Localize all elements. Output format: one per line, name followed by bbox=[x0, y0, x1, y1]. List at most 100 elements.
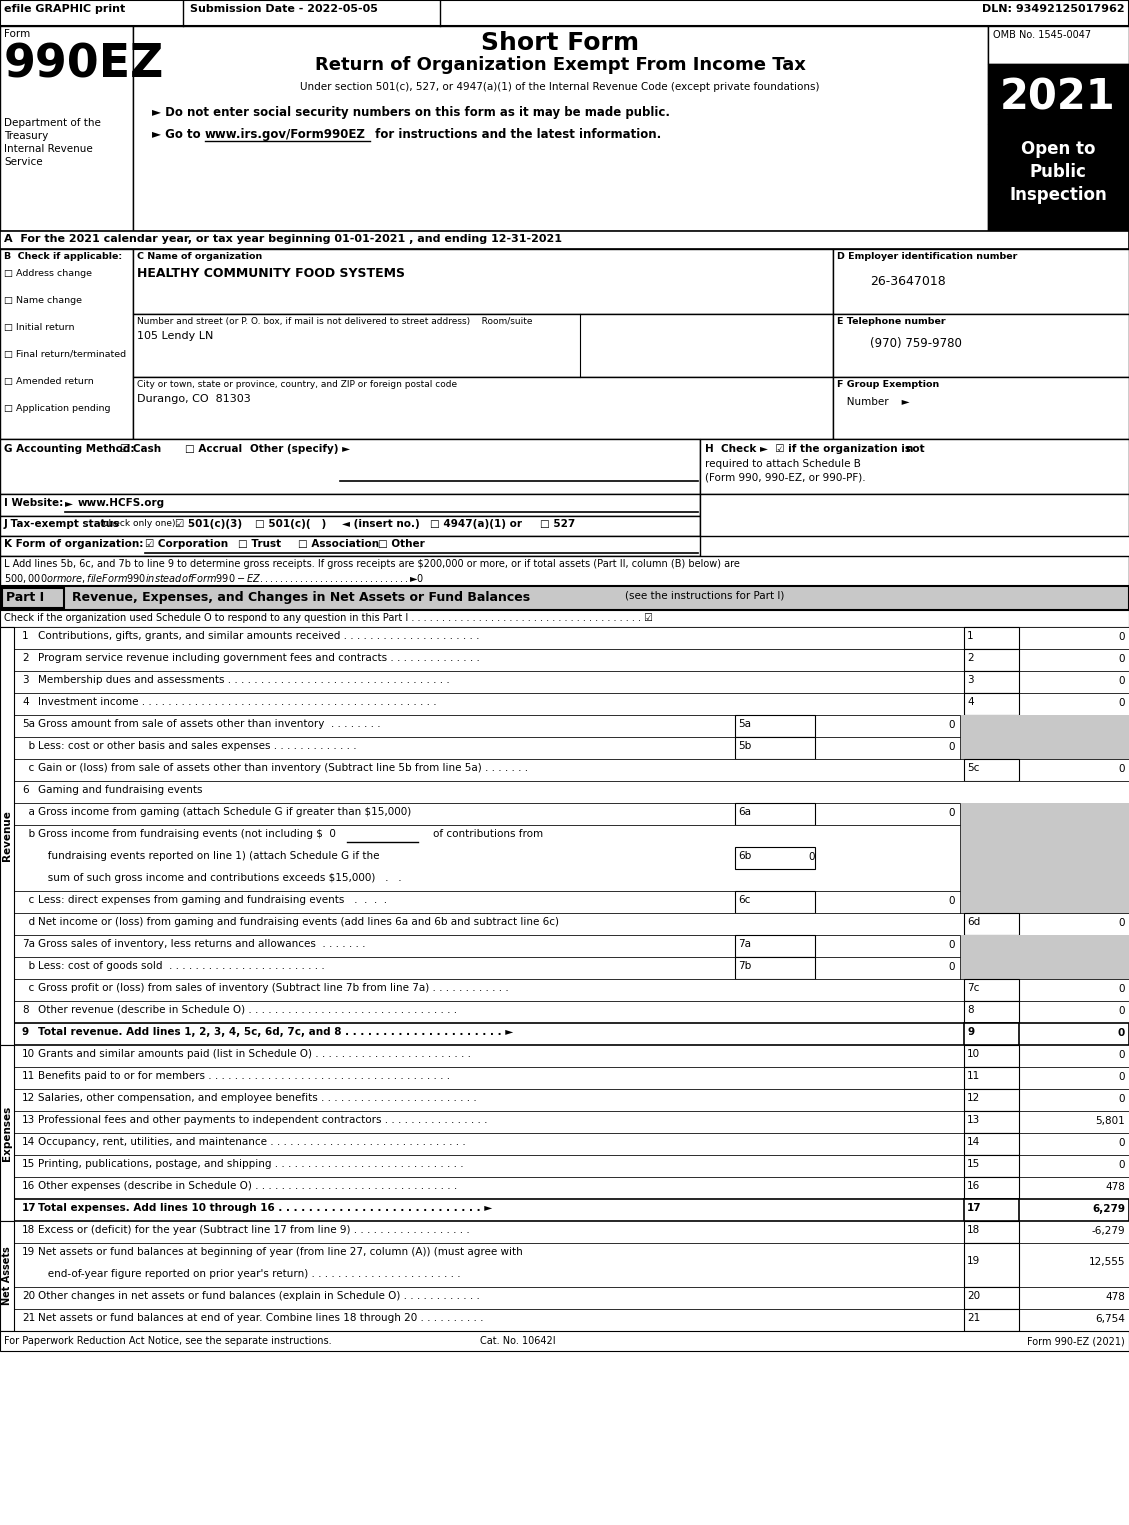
Bar bbox=[0, 586, 1129, 610]
Bar bbox=[0, 26, 133, 230]
Text: Other revenue (describe in Schedule O) . . . . . . . . . . . . . . . . . . . . .: Other revenue (describe in Schedule O) .… bbox=[38, 1005, 457, 1016]
Text: Number    ►: Number ► bbox=[837, 396, 910, 407]
Text: 26-3647018: 26-3647018 bbox=[870, 274, 946, 288]
Bar bbox=[0, 935, 1129, 958]
Bar bbox=[833, 249, 1129, 314]
Bar bbox=[964, 1154, 1019, 1177]
Text: 12: 12 bbox=[968, 1093, 980, 1103]
Text: c: c bbox=[21, 895, 34, 904]
Text: Under section 501(c), 527, or 4947(a)(1) of the Internal Revenue Code (except pr: Under section 501(c), 527, or 4947(a)(1)… bbox=[300, 82, 820, 91]
Text: 0: 0 bbox=[948, 720, 955, 730]
Text: 7a: 7a bbox=[21, 939, 35, 949]
Bar bbox=[964, 1308, 1019, 1331]
Bar bbox=[964, 692, 1019, 715]
Text: 0: 0 bbox=[1119, 698, 1124, 708]
Text: required to attach Schedule B: required to attach Schedule B bbox=[704, 459, 861, 470]
Text: 0: 0 bbox=[948, 962, 955, 971]
Text: Form: Form bbox=[5, 29, 30, 40]
Bar bbox=[133, 314, 833, 377]
Text: Occupancy, rent, utilities, and maintenance . . . . . . . . . . . . . . . . . . : Occupancy, rent, utilities, and maintena… bbox=[38, 1138, 466, 1147]
Text: 11: 11 bbox=[968, 1071, 980, 1081]
Bar bbox=[964, 1287, 1019, 1308]
Text: 19: 19 bbox=[21, 1247, 35, 1257]
Bar bbox=[964, 1222, 1019, 1243]
Text: 21: 21 bbox=[968, 1313, 980, 1324]
Text: 9: 9 bbox=[21, 1026, 29, 1037]
Bar bbox=[0, 1331, 1129, 1351]
Bar bbox=[0, 1222, 14, 1331]
Text: 478: 478 bbox=[1105, 1182, 1124, 1193]
Text: 0: 0 bbox=[1119, 654, 1124, 663]
Text: 7c: 7c bbox=[968, 984, 979, 993]
Text: Internal Revenue: Internal Revenue bbox=[5, 143, 93, 154]
Text: A  For the 2021 calendar year, or tax year beginning 01-01-2021 , and ending 12-: A For the 2021 calendar year, or tax yea… bbox=[5, 233, 562, 244]
Text: Revenue, Expenses, and Changes in Net Assets or Fund Balances: Revenue, Expenses, and Changes in Net As… bbox=[72, 592, 531, 604]
Text: Excess or (deficit) for the year (Subtract line 17 from line 9) . . . . . . . . : Excess or (deficit) for the year (Subtra… bbox=[38, 1225, 470, 1235]
Text: Public: Public bbox=[1030, 163, 1086, 181]
Text: Cat. No. 10642I: Cat. No. 10642I bbox=[480, 1336, 555, 1347]
Bar bbox=[0, 715, 1129, 737]
Bar bbox=[0, 671, 1129, 692]
Text: 13: 13 bbox=[968, 1115, 980, 1125]
Bar bbox=[960, 804, 1129, 825]
Text: 6b: 6b bbox=[738, 851, 751, 862]
Text: OMB No. 1545-0047: OMB No. 1545-0047 bbox=[994, 30, 1091, 40]
Text: Service: Service bbox=[5, 157, 43, 168]
Bar bbox=[700, 439, 1129, 494]
Bar bbox=[0, 249, 133, 439]
Text: 1: 1 bbox=[968, 631, 973, 640]
Bar bbox=[0, 1287, 1129, 1308]
Text: Short Form: Short Form bbox=[481, 30, 639, 55]
Text: □ Application pending: □ Application pending bbox=[5, 404, 111, 413]
Text: □ Amended return: □ Amended return bbox=[5, 377, 94, 386]
Text: 0: 0 bbox=[1119, 1006, 1124, 1016]
Text: ► Go to: ► Go to bbox=[152, 128, 204, 140]
Text: □ Address change: □ Address change bbox=[5, 268, 91, 278]
Text: □ Accrual: □ Accrual bbox=[185, 444, 242, 454]
Text: Benefits paid to or for members . . . . . . . . . . . . . . . . . . . . . . . . : Benefits paid to or for members . . . . … bbox=[38, 1071, 450, 1081]
Text: □ Name change: □ Name change bbox=[5, 296, 82, 305]
Text: not: not bbox=[905, 444, 925, 454]
Text: DLN: 93492125017962: DLN: 93492125017962 bbox=[982, 5, 1124, 14]
Text: 13: 13 bbox=[21, 1115, 35, 1125]
Text: ►: ► bbox=[65, 499, 73, 508]
Text: Other (specify) ►: Other (specify) ► bbox=[250, 444, 350, 454]
Bar bbox=[0, 1023, 1129, 1045]
Text: b: b bbox=[21, 830, 35, 839]
Bar bbox=[960, 891, 1129, 913]
Text: sum of such gross income and contributions exceeds $15,000)   .   .: sum of such gross income and contributio… bbox=[38, 872, 402, 883]
Text: c: c bbox=[21, 762, 34, 773]
Text: Contributions, gifts, grants, and similar amounts received . . . . . . . . . . .: Contributions, gifts, grants, and simila… bbox=[38, 631, 480, 640]
Bar bbox=[700, 494, 1129, 535]
Text: 16: 16 bbox=[968, 1180, 980, 1191]
Text: Inspection: Inspection bbox=[1009, 186, 1106, 204]
Bar bbox=[0, 781, 1129, 804]
Text: E Telephone number: E Telephone number bbox=[837, 317, 946, 326]
Text: 16: 16 bbox=[21, 1180, 35, 1191]
Bar bbox=[0, 1068, 1129, 1089]
Text: efile GRAPHIC print: efile GRAPHIC print bbox=[5, 5, 125, 14]
Bar bbox=[960, 737, 1129, 759]
Text: 0: 0 bbox=[1119, 984, 1124, 994]
Bar bbox=[0, 1243, 1129, 1287]
Text: 2: 2 bbox=[968, 653, 973, 663]
Text: 14: 14 bbox=[21, 1138, 35, 1147]
Bar bbox=[988, 26, 1129, 64]
Bar bbox=[964, 1045, 1019, 1067]
Bar bbox=[0, 913, 1129, 935]
Text: Grants and similar amounts paid (list in Schedule O) . . . . . . . . . . . . . .: Grants and similar amounts paid (list in… bbox=[38, 1049, 471, 1058]
Text: Submission Date - 2022-05-05: Submission Date - 2022-05-05 bbox=[190, 5, 378, 14]
Bar bbox=[964, 1089, 1019, 1112]
Text: Total expenses. Add lines 10 through 16 . . . . . . . . . . . . . . . . . . . . : Total expenses. Add lines 10 through 16 … bbox=[38, 1203, 492, 1212]
Text: 8: 8 bbox=[21, 1005, 28, 1016]
Text: 0: 0 bbox=[948, 939, 955, 950]
Bar bbox=[0, 737, 1129, 759]
Bar bbox=[0, 1308, 1129, 1331]
Text: Gross sales of inventory, less returns and allowances  . . . . . . .: Gross sales of inventory, less returns a… bbox=[38, 939, 366, 949]
Text: 478: 478 bbox=[1105, 1292, 1124, 1302]
Bar bbox=[0, 692, 1129, 715]
Text: fundraising events reported on line 1) (attach Schedule G if the: fundraising events reported on line 1) (… bbox=[38, 851, 379, 862]
Text: C Name of organization: C Name of organization bbox=[137, 252, 262, 261]
Text: c: c bbox=[21, 984, 34, 993]
Text: 7a: 7a bbox=[738, 939, 751, 949]
